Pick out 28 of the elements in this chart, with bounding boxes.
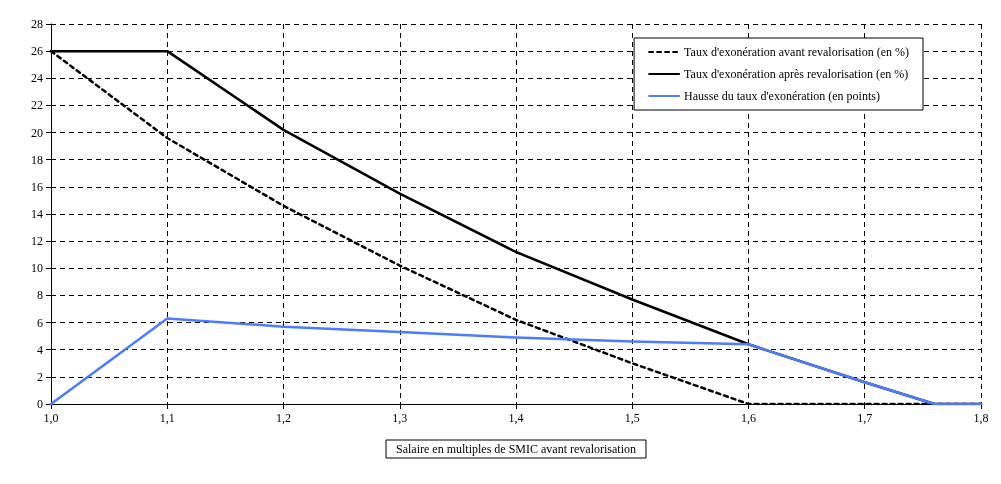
y-tick-label: 12: [31, 234, 43, 249]
y-tick-label: 14: [31, 207, 43, 221]
y-tick-label: 2: [37, 369, 43, 384]
y-tick-label: 18: [31, 152, 43, 167]
y-tick-label: 24: [31, 71, 43, 86]
x-tick-label: 1,8: [973, 411, 989, 425]
y-tick-label: 0: [37, 397, 43, 411]
x-tick-label: 1,6: [741, 411, 756, 425]
x-tick-label: 1,7: [857, 411, 873, 425]
x-tick-label: 1,0: [43, 411, 59, 425]
y-tick-label: 16: [31, 179, 43, 194]
legend-label: Taux d'exonération avant revalorisation (en %): [684, 45, 910, 59]
x-tick-label: 1,5: [624, 411, 640, 425]
x-tick-label: 1,1: [159, 411, 175, 425]
x-tick-label: 1,4: [508, 411, 524, 425]
y-tick-label: 8: [37, 288, 43, 303]
y-tick-label: 10: [31, 261, 43, 276]
legend-label: Taux d'exonération après revalorisation (en %): [684, 67, 909, 81]
y-tick-label: 28: [31, 17, 43, 31]
legend-label: Hausse du taux d'exonération (en points): [684, 89, 880, 103]
y-tick-label: 22: [31, 98, 43, 113]
x-tick-label: 1,2: [276, 411, 291, 425]
x-axis-title: Salaire en multiples de SMIC avant revalorisation: [396, 442, 636, 456]
y-tick-label: 20: [31, 125, 43, 140]
y-tick-label: 4: [37, 342, 43, 357]
x-tick-label: 1,3: [392, 411, 408, 425]
y-tick-label: 26: [31, 44, 43, 59]
y-tick-label: 6: [37, 315, 43, 330]
